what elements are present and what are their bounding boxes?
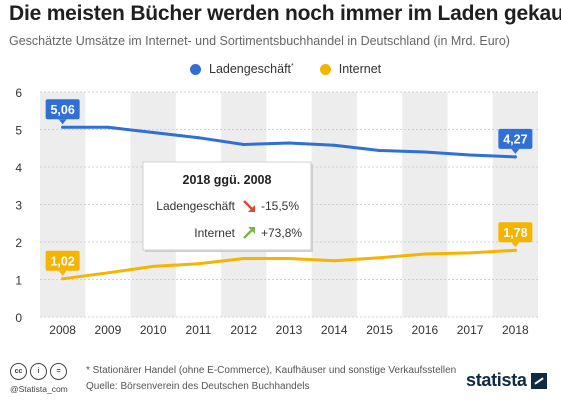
column-band [492,92,538,317]
y-tick-label: 0 [15,311,22,325]
x-tick-label: 2011 [186,323,212,337]
annotation-value: +73,8% [261,226,302,240]
data-label: 4,27 [503,132,527,146]
data-label-box [45,250,80,271]
statista-logo[interactable]: statista [466,370,547,391]
data-point [468,153,472,157]
legend-label-internet: Internet [338,62,382,76]
license-icons: cc i = [10,363,67,380]
data-label-pointer [511,242,520,248]
x-tick-label: 2015 [366,323,393,337]
data-point [332,143,336,147]
statista-logo-text: statista [466,370,527,390]
chart-title: Die meisten Bücher werden noch immer im … [9,2,561,25]
y-tick-label: 1 [15,274,22,288]
x-tick-label: 2012 [230,323,257,337]
statista-handle: @Statista_com [10,384,68,394]
data-point [423,252,427,256]
data-label: 1,02 [50,254,74,268]
data-label: 1,78 [503,226,527,240]
annotation-value: -15,5% [261,199,299,213]
data-point [106,271,110,275]
footnote: * Stationärer Handel (ohne E-Commerce), … [86,365,457,376]
data-point [106,125,110,129]
y-tick-label: 4 [15,161,22,175]
legend: Ladengeschäft* Internet [190,62,381,76]
data-point [196,136,200,140]
data-point [287,141,291,145]
cc-noderivs-icon: = [50,363,67,380]
data-label-box [45,99,80,120]
annotation-box [142,161,312,251]
legend-footnote-marker: * [291,62,294,70]
annotation-label: Internet [194,226,235,240]
data-point [423,150,427,154]
annotation-label: Ladengeschäft [156,199,235,213]
legend-item-ladengeschaeft: Ladengeschäft* [190,62,294,76]
data-point [151,264,155,268]
cc-attribution-icon: i [30,363,47,380]
x-tick-label: 2008 [49,323,76,337]
data-label: 5,06 [50,103,74,117]
legend-item-internet: Internet [319,62,382,76]
data-point [287,257,291,260]
data-point [332,259,336,263]
data-point [378,149,382,152]
x-tick-label: 2010 [140,323,167,337]
y-tick-label: 2 [15,236,22,250]
annotation-title: 2018 ggü. 2008 [183,173,272,187]
statista-logo-icon [530,372,547,389]
data-point [513,155,517,159]
data-point [61,125,65,129]
data-point [513,248,517,252]
data-label-pointer [58,119,67,125]
y-tick-label: 5 [15,124,22,138]
x-tick-label: 2009 [95,323,122,337]
data-point [378,256,382,260]
data-label-pointer [58,270,67,276]
data-label-box [498,128,533,149]
data-point [242,143,246,146]
data-point [468,251,472,255]
legend-swatch-ladengeschaeft [190,63,201,75]
series-line-1 [61,248,517,281]
cc-license-icon: cc [10,363,27,380]
data-point [242,257,246,260]
data-point [61,277,65,281]
data-point [151,131,155,134]
y-tick-label: 6 [15,86,22,100]
x-tick-label: 2018 [502,323,529,337]
x-tick-label: 2017 [457,323,484,337]
arrow-up-head [248,227,255,234]
x-tick-label: 2016 [411,323,438,337]
source-note: Quelle: Börsenverein des Deutschen Buchh… [86,381,310,392]
legend-swatch-internet [319,63,331,75]
y-tick-label: 3 [15,199,22,213]
data-label-pointer [511,148,520,154]
x-tick-label: 2014 [321,323,348,337]
chart-subtitle: Geschätzte Umsätze im Internet- und Sort… [9,34,510,48]
arrow-down-head [248,205,255,212]
data-point [196,262,200,266]
column-band [311,92,357,317]
legend-label-ladengeschaeft: Ladengeschäft [209,62,292,76]
data-label-box [498,222,533,243]
x-tick-label: 2013 [276,323,303,337]
